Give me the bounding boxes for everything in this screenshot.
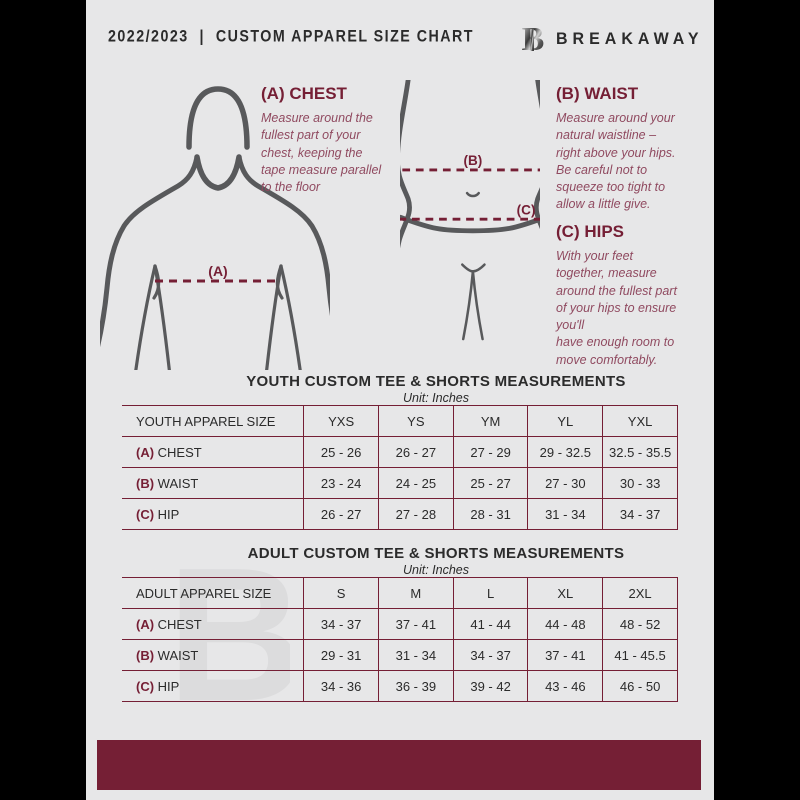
svg-text:(A): (A) [208,263,227,279]
svg-text:(C): (C) [517,202,536,217]
svg-text:(B): (B) [464,153,483,168]
